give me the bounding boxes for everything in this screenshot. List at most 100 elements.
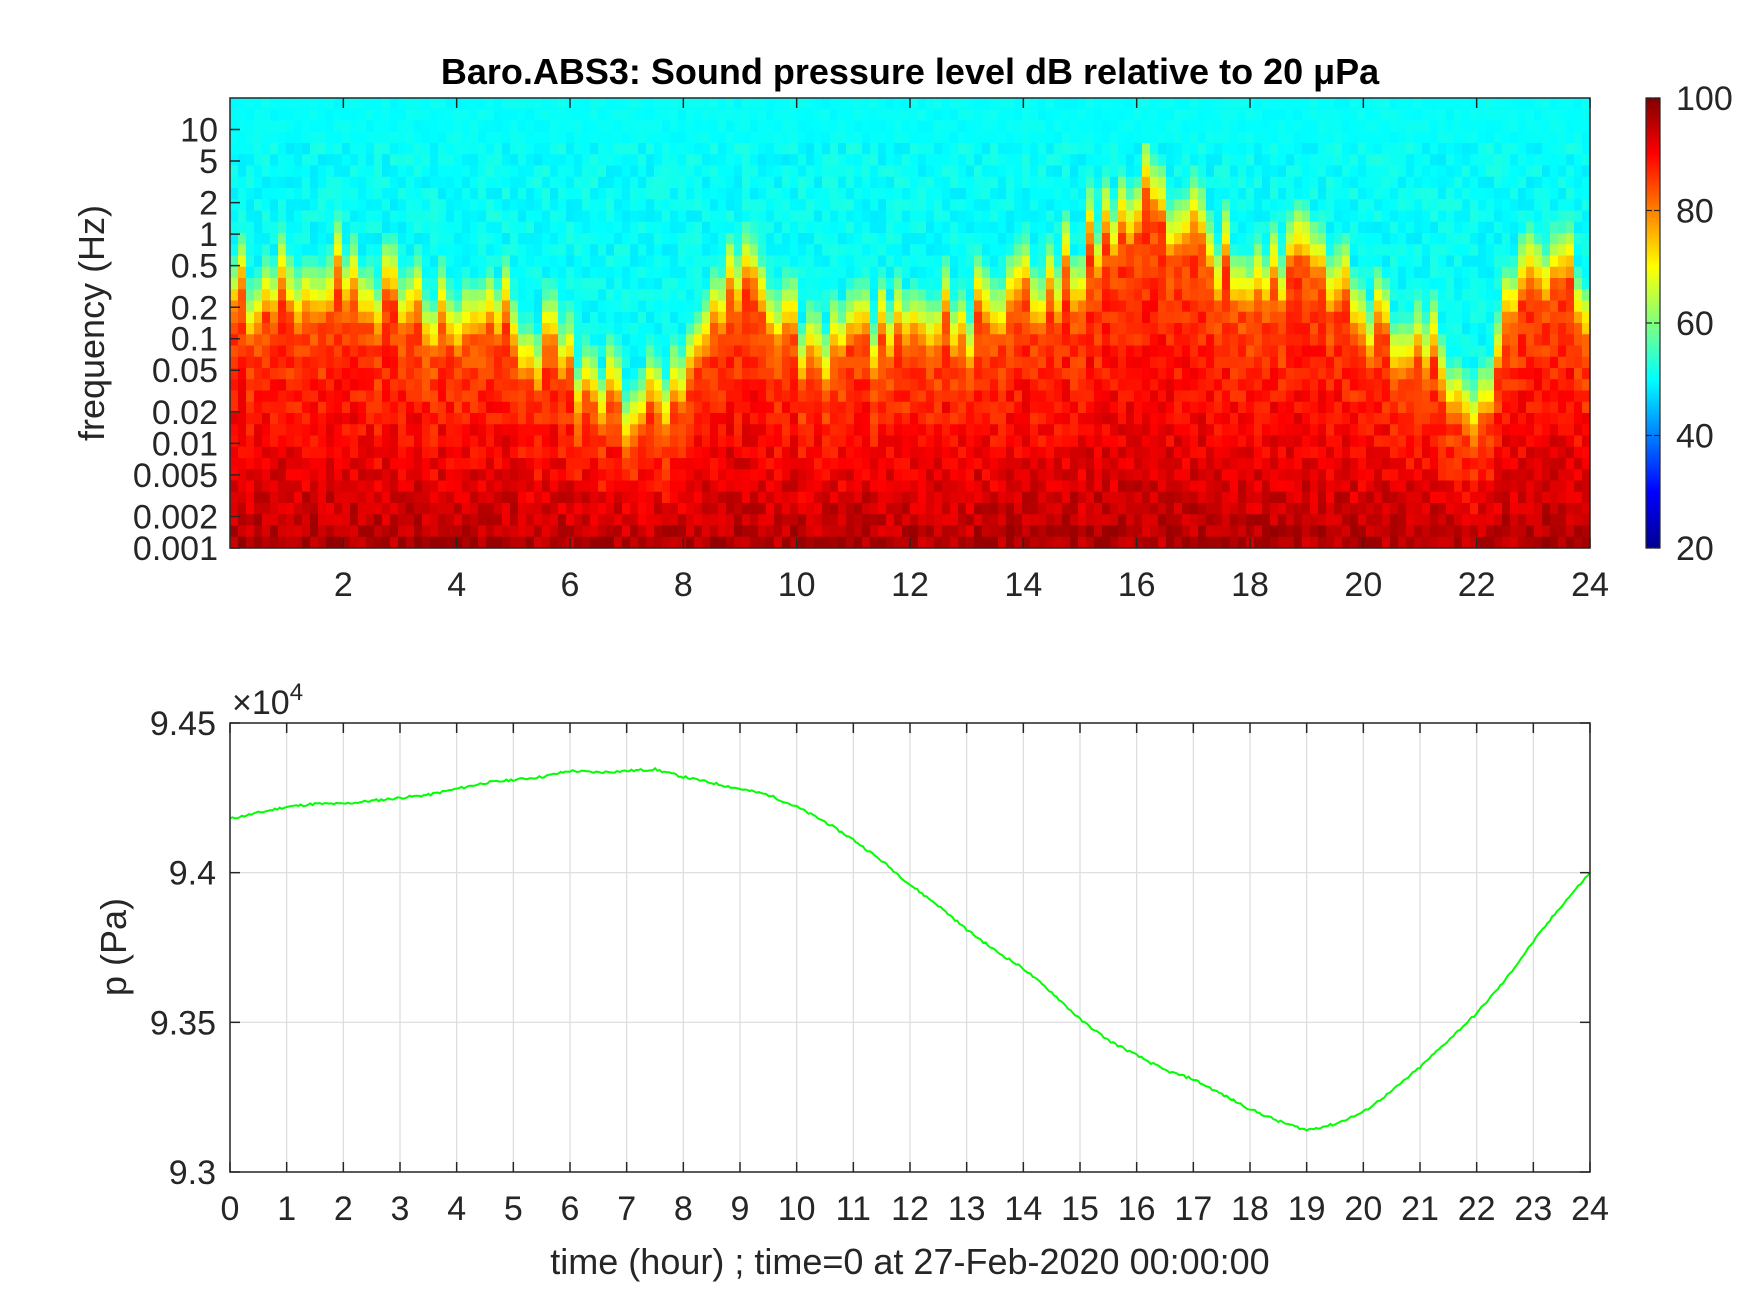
spectrogram-cell xyxy=(614,300,623,313)
spectrogram-cell xyxy=(518,491,527,504)
spectrogram-cell xyxy=(958,154,967,167)
spectrogram-cell xyxy=(702,278,711,290)
spectrogram-cell xyxy=(1062,503,1071,515)
spectrogram-cell xyxy=(358,131,367,144)
spectrogram-cell xyxy=(1142,278,1151,290)
spectrogram-cell xyxy=(374,345,383,358)
spectrogram-cell xyxy=(742,356,751,369)
spectrogram-cell xyxy=(742,345,751,358)
spectrogram-cell xyxy=(926,469,935,482)
spectrogram-cell xyxy=(1078,176,1087,189)
spectrogram-cell xyxy=(414,491,423,504)
spectrogram-cell xyxy=(326,143,335,155)
spectrogram-cell xyxy=(238,266,247,279)
spectrogram-cell xyxy=(806,323,815,335)
spectrogram-cell xyxy=(630,469,639,482)
spectrogram-cell xyxy=(990,244,999,257)
spectrogram-cell xyxy=(1190,390,1199,403)
spectrogram-cell xyxy=(766,491,775,504)
spectrogram-cell xyxy=(502,300,511,313)
spectrogram-cell xyxy=(1094,379,1103,392)
spectrogram-cell xyxy=(1014,188,1023,200)
spectrogram-cell xyxy=(870,109,879,122)
spectrogram-cell xyxy=(350,469,359,482)
spectrogram-cell xyxy=(1070,221,1079,234)
spectrogram-cell xyxy=(390,154,399,167)
spectrogram-cell xyxy=(886,480,895,493)
spectrogram-cell xyxy=(494,390,503,403)
spectrogram-cell xyxy=(1166,480,1175,493)
spectrogram-cell xyxy=(950,491,959,504)
spectrogram-cell xyxy=(654,210,663,223)
spectrogram-cell xyxy=(702,210,711,223)
spectrogram-cell xyxy=(334,154,343,167)
spectrogram-cell xyxy=(246,266,255,279)
spectrogram-cell xyxy=(750,480,759,493)
spectrogram-cell xyxy=(414,278,423,290)
spectrogram-cell xyxy=(310,266,319,279)
spectrogram-cell xyxy=(294,278,303,290)
spectrogram-cell xyxy=(262,356,271,369)
spectrogram-cell xyxy=(598,98,607,110)
spectrogram-cell xyxy=(1134,390,1143,403)
spectrogram-cell xyxy=(1158,390,1167,403)
spectrogram-cell xyxy=(886,334,895,347)
spectrogram-cell xyxy=(750,491,759,504)
spectrogram-cell xyxy=(542,311,551,324)
spectrogram-cell xyxy=(886,199,895,212)
spectrogram-cell xyxy=(574,525,583,538)
spectrogram-cell xyxy=(534,469,543,482)
spectrogram-cell xyxy=(1086,446,1095,459)
spectrogram-cell xyxy=(382,480,391,493)
spectrogram-cell xyxy=(1014,210,1023,223)
spectrogram-cell xyxy=(462,525,471,538)
spectrogram-cell xyxy=(1038,491,1047,504)
spectrogram-cell xyxy=(350,233,359,245)
spectrogram-cell xyxy=(710,469,719,482)
spectrogram-cell xyxy=(1206,210,1215,223)
spectrogram-cell xyxy=(1118,469,1127,482)
spectrogram-cell xyxy=(686,165,695,178)
spectrogram-cell xyxy=(398,379,407,392)
spectrogram-cell xyxy=(550,514,559,527)
spectrogram-cell xyxy=(262,266,271,279)
spectrogram-cell xyxy=(1078,289,1087,302)
spectrogram-cell xyxy=(542,345,551,358)
spectrogram-cell xyxy=(1118,176,1127,189)
spectrogram-cell xyxy=(862,221,871,234)
spectrogram-cell xyxy=(862,536,871,548)
spectrogram-cell xyxy=(630,413,639,425)
spectrogram-cell xyxy=(430,514,439,527)
spectrogram-cell xyxy=(422,266,431,279)
spectrogram-cell xyxy=(558,131,567,144)
spectrogram-cell xyxy=(566,109,575,122)
spectrogram-cell xyxy=(806,514,815,527)
spectrogram-cell xyxy=(230,536,239,548)
spectrogram-cell xyxy=(262,435,271,448)
spectrogram-cell xyxy=(606,278,615,290)
spectrogram-cell xyxy=(462,244,471,257)
spectrogram-cell xyxy=(246,536,255,548)
spectrogram-cell xyxy=(1054,210,1063,223)
spectrogram-cell xyxy=(950,244,959,257)
spectrogram-cell xyxy=(326,311,335,324)
spectrogram-cell xyxy=(758,334,767,347)
spectrogram-cell xyxy=(734,323,743,335)
spectrogram-cell xyxy=(1158,356,1167,369)
spectrogram-cell xyxy=(694,323,703,335)
spectrogram-cell xyxy=(606,143,615,155)
spectrogram-cell xyxy=(998,120,1007,133)
spectrogram-cell xyxy=(654,188,663,200)
spectrogram-cell xyxy=(238,143,247,155)
spectrogram-cell xyxy=(366,131,375,144)
spectrogram-cell xyxy=(1014,289,1023,302)
spectrogram-cell xyxy=(822,199,831,212)
spectrogram-cell xyxy=(998,221,1007,234)
spectrogram-cell xyxy=(782,176,791,189)
spectrogram-cell xyxy=(534,345,543,358)
spectrogram-cell xyxy=(454,368,463,380)
spectrogram-cell xyxy=(598,334,607,347)
spectrogram-cell xyxy=(846,469,855,482)
spectrogram-cell xyxy=(1134,503,1143,515)
spectrogram-cell xyxy=(390,356,399,369)
